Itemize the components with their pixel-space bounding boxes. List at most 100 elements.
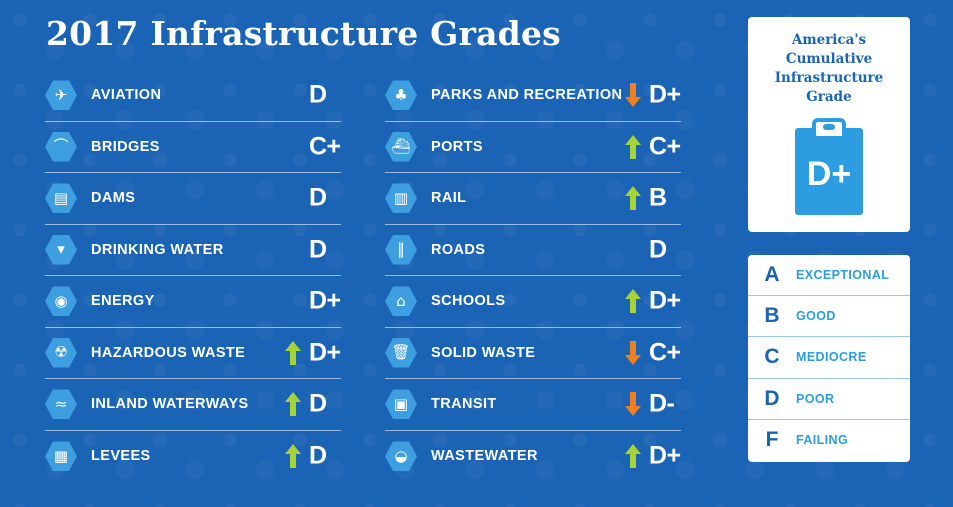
cumulative-title-line: Infrastructure <box>774 70 884 86</box>
legend-letter: B <box>764 304 780 328</box>
category-label: DAMS <box>91 190 136 207</box>
legend-description: GOOD <box>796 309 836 324</box>
hazard-barrel-icon: ☢ <box>45 338 77 368</box>
category-row: ‖ ROADS D <box>385 225 681 276</box>
cumulative-title-line: America's <box>791 32 867 48</box>
category-label: RAIL <box>431 190 467 207</box>
arrow-up-icon <box>625 289 641 314</box>
category-label: PORTS <box>431 138 483 155</box>
category-grade: D+ <box>649 80 681 109</box>
category-grade: C+ <box>649 132 681 161</box>
legend-letter: F <box>765 428 779 452</box>
category-grade: C+ <box>309 132 341 161</box>
category-row: ⌂ SCHOOLS D+ <box>385 276 681 328</box>
category-row: ⛴ PORTS C+ <box>385 122 681 173</box>
legend-letter: A <box>764 263 780 287</box>
arrow-down-icon <box>625 340 641 365</box>
cumulative-title-line: Cumulative <box>785 51 873 67</box>
arrow-up-icon <box>285 340 301 365</box>
category-label: AVIATION <box>91 87 162 104</box>
category-label: SCHOOLS <box>431 293 506 310</box>
legend-row: C MEDIOCRE <box>748 337 910 379</box>
category-row: ▦ LEVEES D <box>45 431 341 483</box>
legend-row: F FAILING <box>748 420 910 461</box>
category-row: ≈ INLAND WATERWAYS D <box>45 379 341 431</box>
category-row: 🗑 SOLID WASTE C+ <box>385 328 681 379</box>
category-row: ⌒ BRIDGES C+ <box>45 122 341 173</box>
dam-icon: ▤ <box>45 183 77 213</box>
legend-row: B GOOD <box>748 296 910 338</box>
legend-description: FAILING <box>796 433 849 448</box>
clipboard-icon: D+ <box>795 128 863 215</box>
category-row: ♣ PARKS AND RECREATION D+ <box>385 70 681 122</box>
category-grade: D <box>649 235 667 264</box>
category-row: ▥ RAIL B <box>385 173 681 225</box>
road-icon: ‖ <box>385 235 417 265</box>
legend-row: A EXCEPTIONAL <box>748 255 910 297</box>
cumulative-grade: D+ <box>806 155 852 193</box>
category-row: ☢ HAZARDOUS WASTE D+ <box>45 328 341 379</box>
arrow-up-icon <box>285 444 301 469</box>
category-label: INLAND WATERWAYS <box>91 396 249 413</box>
category-label: SOLID WASTE <box>431 344 536 361</box>
category-grade: C+ <box>649 338 681 367</box>
cumulative-grade-card: America's Cumulative Infrastructure Grad… <box>748 17 910 232</box>
category-row: ▾ DRINKING WATER D <box>45 225 341 276</box>
rail-icon: ▥ <box>385 183 417 213</box>
cumulative-title-line: Grade <box>806 89 852 105</box>
category-label: TRANSIT <box>431 396 497 413</box>
ship-icon: ⛴ <box>385 132 417 162</box>
category-label: PARKS AND RECREATION <box>431 87 623 104</box>
category-label: WASTEWATER <box>431 448 538 465</box>
legend-description: POOR <box>796 391 835 406</box>
category-row: ▤ DAMS D <box>45 173 341 225</box>
legend-description: EXCEPTIONAL <box>796 268 890 283</box>
lightbulb-icon: ◉ <box>45 286 77 316</box>
airplane-icon: ✈ <box>45 80 77 110</box>
arrow-up-icon <box>625 134 641 159</box>
grade-legend: A EXCEPTIONAL B GOOD C MEDIOCRE D POOR F FAILING <box>748 255 910 462</box>
category-grade: D+ <box>649 286 681 315</box>
category-label: ROADS <box>431 241 486 258</box>
category-grade: D <box>309 183 327 212</box>
bus-icon: ▣ <box>385 389 417 419</box>
park-tree-icon: ♣ <box>385 80 417 110</box>
waterway-icon: ≈ <box>45 389 77 419</box>
category-grade: D+ <box>309 286 341 315</box>
cumulative-grade-title: America's Cumulative Infrastructure Grad… <box>748 31 910 107</box>
category-grade: D <box>309 80 327 109</box>
grades-list-right: ♣ PARKS AND RECREATION D+ ⛴ PORTS C+ ▥ RAIL B ‖ RO… <box>385 70 681 482</box>
legend-letter: C <box>764 345 780 369</box>
category-row: ✈ AVIATION D <box>45 70 341 122</box>
category-grade: D <box>309 389 327 418</box>
category-grade: B <box>649 183 667 212</box>
category-label: DRINKING WATER <box>91 241 224 258</box>
legend-description: MEDIOCRE <box>796 350 867 365</box>
bridge-icon: ⌒ <box>45 132 77 162</box>
category-grade: D <box>309 441 327 470</box>
category-grade: D+ <box>649 441 681 470</box>
category-label: HAZARDOUS WASTE <box>91 344 246 361</box>
category-label: BRIDGES <box>91 138 160 155</box>
clipboard-clip-icon <box>812 118 846 136</box>
legend-letter: D <box>764 386 780 410</box>
toilet-icon: ◒ <box>385 441 417 471</box>
category-grade: D- <box>649 389 675 418</box>
category-row: ◒ WASTEWATER D+ <box>385 431 681 483</box>
category-label: LEVEES <box>91 448 151 465</box>
school-icon: ⌂ <box>385 286 417 316</box>
arrow-up-icon <box>285 392 301 417</box>
category-grade: D <box>309 235 327 264</box>
arrow-down-icon <box>625 392 641 417</box>
arrow-up-icon <box>625 444 641 469</box>
levee-icon: ▦ <box>45 441 77 471</box>
arrow-down-icon <box>625 83 641 108</box>
page-title: 2017 Infrastructure Grades <box>46 14 561 53</box>
arrow-up-icon <box>625 186 641 211</box>
legend-row: D POOR <box>748 379 910 420</box>
grades-list-left: ✈ AVIATION D ⌒ BRIDGES C+ ▤ DAMS D ▾ DRINKING WATE… <box>45 70 341 482</box>
category-grade: D+ <box>309 338 341 367</box>
category-row: ◉ ENERGY D+ <box>45 276 341 328</box>
category-label: ENERGY <box>91 293 155 310</box>
category-row: ▣ TRANSIT D- <box>385 379 681 431</box>
